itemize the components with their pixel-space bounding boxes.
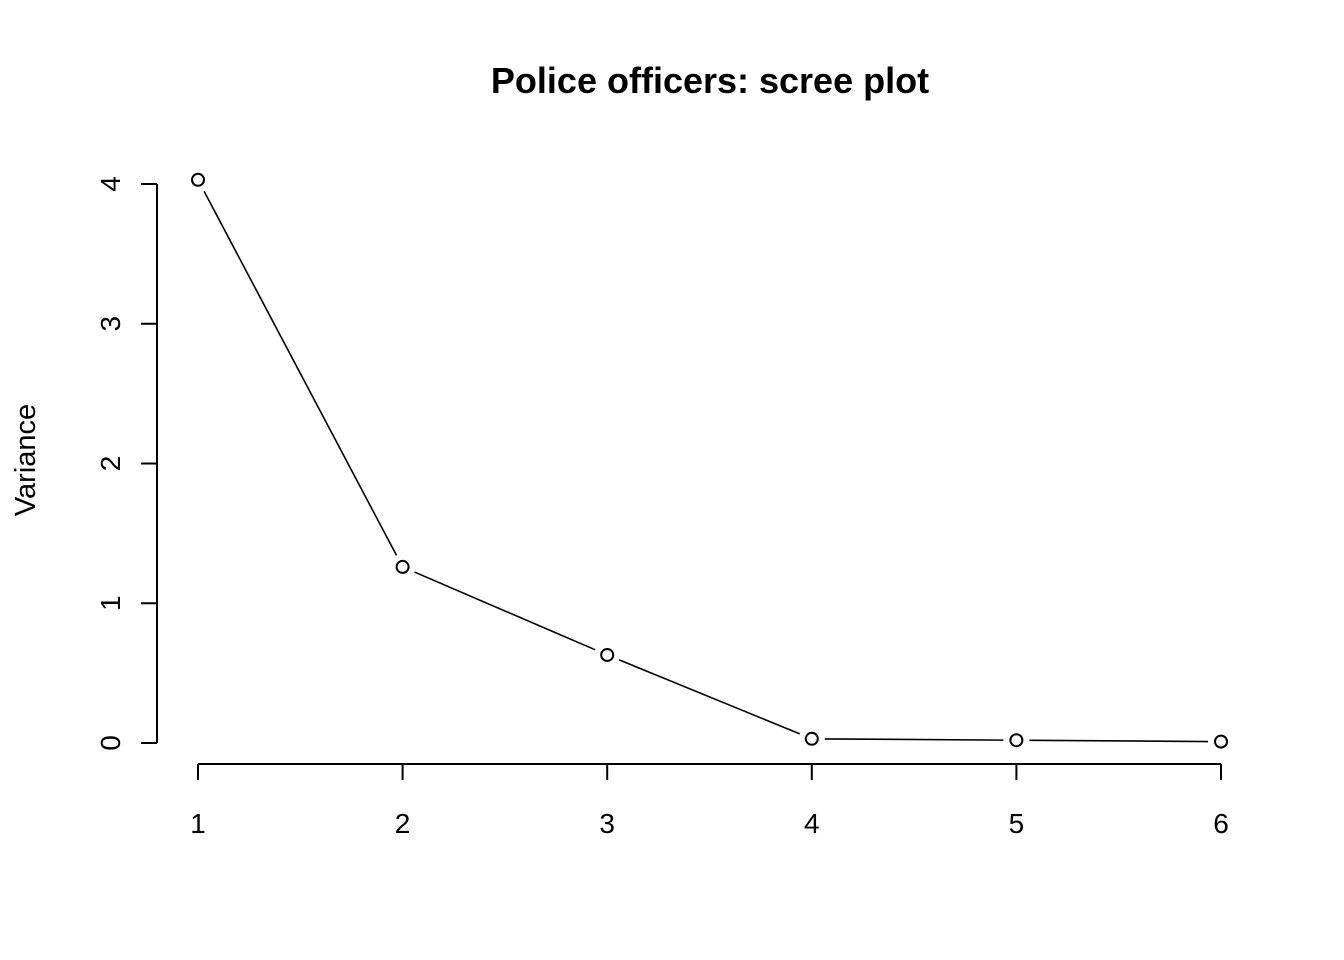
y-axis: 0 1 2 3 4: [95, 176, 158, 751]
data-point: [1214, 734, 1228, 749]
y-axis-label: Variance: [10, 404, 42, 516]
series-segment: [824, 738, 1004, 741]
x-tick-label: 2: [395, 808, 411, 839]
data-point: [395, 559, 410, 574]
series-segment: [618, 659, 801, 735]
data-point: [1009, 733, 1024, 748]
data-point: [191, 172, 205, 187]
y-tick-label: 1: [95, 595, 126, 611]
data-point: [804, 731, 819, 746]
y-tick-label: 0: [95, 735, 126, 751]
y-tick-label: 3: [95, 316, 126, 332]
x-tick-label: 1: [190, 808, 206, 839]
data-point: [600, 647, 615, 662]
series-segment: [414, 571, 596, 651]
series-segment: [203, 190, 398, 556]
series-points: [191, 172, 1228, 749]
x-tick-label: 4: [804, 808, 820, 839]
x-tick-label: 5: [1009, 808, 1025, 839]
series-line: [203, 190, 1209, 743]
y-tick-label: 4: [95, 176, 126, 192]
x-tick-label: 3: [599, 808, 615, 839]
series-segment: [1029, 739, 1209, 743]
chart-title: Police officers: scree plot: [491, 60, 929, 101]
y-tick-label: 2: [95, 456, 126, 472]
x-axis: 1 2 3 4 5 6: [190, 763, 1229, 839]
x-tick-label: 6: [1213, 808, 1229, 839]
